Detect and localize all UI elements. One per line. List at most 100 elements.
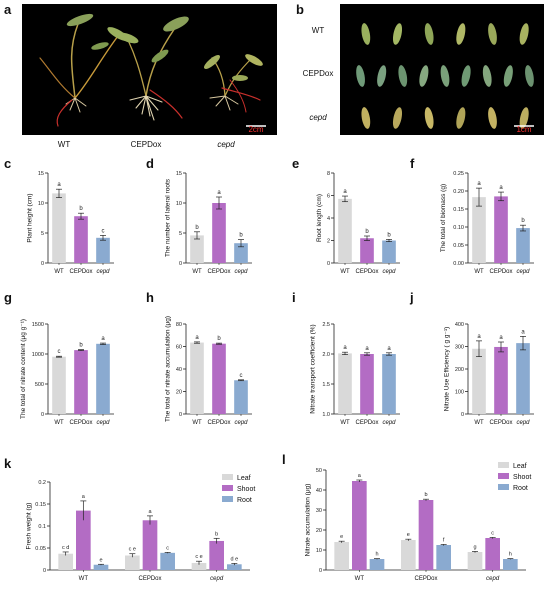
- legend-swatch-root: [498, 484, 509, 490]
- y-tick-label: 2: [327, 239, 330, 245]
- y-tick-label: 0.15: [35, 502, 46, 508]
- x-tick-label: cepd: [382, 420, 396, 426]
- y-tick-label: 0.00: [453, 261, 464, 267]
- photo-a-label-cepdox: CEPDox: [131, 140, 162, 149]
- significance-letter: b: [217, 336, 221, 342]
- significance-letter: a: [101, 336, 105, 342]
- x-tick-label: cepd: [382, 269, 396, 275]
- leaf-shape: [424, 23, 434, 45]
- photo-b-label-cepdox: CEPDox: [303, 69, 334, 78]
- y-tick-label: 2.5: [322, 322, 330, 328]
- bar: [52, 193, 66, 263]
- significance-letter: b: [365, 229, 369, 235]
- bar: [360, 354, 374, 414]
- y-tick-label: 40: [316, 488, 322, 494]
- bar-root: [436, 545, 451, 570]
- y-tick-label: 6: [327, 194, 330, 200]
- y-tick-label: 0.1: [38, 524, 46, 530]
- x-tick-label: WT: [54, 269, 64, 275]
- bar: [494, 346, 508, 414]
- y-axis-label: The total of nitrate content (μg g⁻¹): [20, 319, 27, 419]
- chart-f: f 0.00 0.05 0.10 0.15 0.20 0.25 The total of bi…: [410, 156, 534, 275]
- y-axis-label: Root length (cm): [316, 194, 323, 242]
- legend-swatch-shoot: [222, 485, 233, 491]
- x-tick-label: CEPDox: [489, 269, 512, 275]
- significance-letter: c: [166, 545, 169, 551]
- y-tick-label: 0: [327, 261, 330, 267]
- x-tick-label: CEPDox: [207, 269, 230, 275]
- significance-letter: b: [424, 492, 427, 498]
- panel-label-i: i: [292, 290, 296, 305]
- legend-label: Root: [513, 485, 528, 492]
- bar: [516, 343, 530, 414]
- bar: [96, 343, 110, 414]
- x-tick-label: cepd: [234, 269, 248, 275]
- significance-letter: b: [521, 218, 525, 224]
- bar: [338, 198, 352, 263]
- y-tick-label: 0.05: [35, 546, 46, 552]
- y-axis-label: Nitrate Use Efficiency ( g g⁻¹): [443, 327, 450, 412]
- bar-shoot: [142, 520, 158, 570]
- chart-k: k 0 0.05 0.1 0.15 0.2 Fresh weight (g) WT CEPDox…: [4, 456, 255, 582]
- bar-leaf: [58, 553, 73, 570]
- legend-label: Leaf: [513, 463, 527, 470]
- legend-label: Root: [237, 497, 252, 504]
- y-axis-label: The number of lateral roots: [165, 178, 172, 257]
- x-tick-label: cepd: [210, 576, 224, 582]
- bar: [472, 348, 486, 414]
- leaf-shape: [424, 107, 434, 129]
- x-tick-label: WT: [54, 420, 64, 426]
- bar: [212, 203, 226, 263]
- significance-letter: a: [343, 189, 347, 195]
- leaf-shape: [503, 65, 513, 87]
- photo-a-label-wt: WT: [58, 140, 71, 149]
- significance-letter: c: [240, 373, 243, 379]
- legend-swatch-shoot: [498, 473, 509, 479]
- legend-label: Shoot: [513, 474, 531, 481]
- y-axis-label: Fresh weight (g): [25, 503, 32, 550]
- y-tick-label: 30: [316, 508, 322, 514]
- bar-shoot: [209, 540, 224, 570]
- significance-letter: h: [375, 552, 378, 558]
- y-tick-label: 10: [316, 548, 322, 554]
- y-tick-label: 20: [316, 528, 322, 534]
- x-tick-label: CEPDox: [69, 269, 92, 275]
- y-tick-label: 0.25: [453, 171, 464, 177]
- significance-letter: a: [217, 190, 221, 196]
- leaf-shape: [525, 65, 534, 87]
- y-tick-label: 400: [455, 322, 464, 328]
- panel-label-k: k: [4, 456, 12, 471]
- bar-leaf: [467, 552, 483, 570]
- significance-letter: a: [195, 335, 199, 341]
- chart-g: g 0 500 1000 1500 The total of nitrate conten…: [4, 290, 114, 426]
- x-tick-label: WT: [79, 576, 89, 582]
- significance-letter: a: [365, 346, 369, 352]
- x-tick-label: CEPDox: [489, 420, 512, 426]
- significance-letter: c: [58, 349, 61, 355]
- leaf-shape: [456, 23, 466, 45]
- y-tick-label: 200: [455, 367, 464, 373]
- x-tick-label: cepd: [516, 420, 530, 426]
- panel-label-c: c: [4, 156, 11, 171]
- panel-label-f: f: [410, 156, 415, 171]
- y-tick-label: 0: [43, 568, 46, 574]
- legend-label: Shoot: [237, 486, 255, 493]
- y-tick-label: 1500: [32, 322, 44, 328]
- significance-letter: a: [477, 334, 481, 340]
- chart-e: e 0 2 4 6 8 Root length (cm) WT CEPDox cepd a b b: [292, 156, 400, 275]
- bar: [516, 228, 530, 263]
- significance-letter: f: [443, 537, 445, 543]
- bar: [472, 197, 486, 263]
- leaf-shape: [392, 23, 403, 45]
- significance-letter: c e: [195, 554, 202, 560]
- bar-leaf: [191, 562, 207, 570]
- panel-label-d: d: [146, 156, 154, 171]
- bar: [382, 240, 396, 263]
- y-tick-label: 60: [176, 345, 182, 351]
- plant-cepd-illustration: [204, 54, 263, 113]
- leaf-shape: [398, 65, 408, 87]
- leaf-shape: [488, 107, 497, 129]
- x-tick-label: cepd: [96, 420, 110, 426]
- y-tick-label: 500: [35, 382, 44, 388]
